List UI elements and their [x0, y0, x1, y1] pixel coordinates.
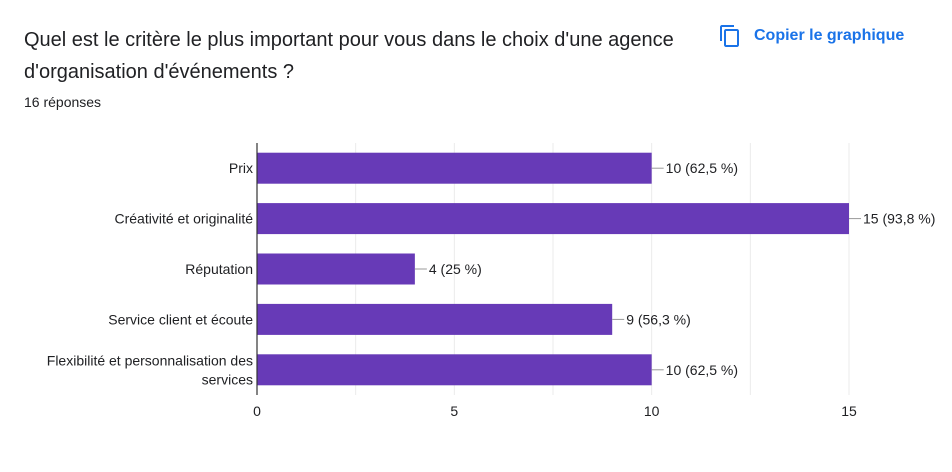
- x-tick-label: 15: [841, 403, 857, 419]
- bar-4: [257, 303, 613, 335]
- bar-chart: 10 (62,5 %) Prix 15 (93,8 %) Créativité et …: [47, 143, 935, 419]
- bar-2: [257, 203, 849, 235]
- category-label: Service client et écoute: [108, 311, 253, 327]
- x-tick-label: 5: [450, 403, 458, 419]
- copy-chart-button[interactable]: Copier le graphique: [712, 16, 916, 56]
- category-label: Réputation: [185, 261, 253, 277]
- category-label: Créativité et originalité: [114, 211, 253, 227]
- response-count: 16 réponses: [24, 94, 102, 110]
- data-label-4: 9 (56,3 %): [626, 311, 691, 327]
- bar-5: [257, 354, 652, 386]
- bar-3: [257, 253, 415, 285]
- x-tick-label: 10: [644, 403, 660, 419]
- category-label: Prix: [229, 160, 253, 176]
- data-label-1: 10 (62,5 %): [666, 160, 738, 176]
- data-label-3: 4 (25 %): [429, 261, 482, 277]
- data-label-2: 15 (93,8 %): [863, 211, 935, 227]
- category-label: Flexibilité et personnalisation des: [47, 352, 253, 368]
- category-label: services: [202, 371, 253, 387]
- bar-1: [257, 152, 652, 184]
- copy-chart-label: Copier le graphique: [754, 27, 905, 44]
- question-title: Quel est le critère le plus important po…: [24, 29, 674, 83]
- x-tick-label: 0: [253, 403, 261, 419]
- data-label-5: 10 (62,5 %): [666, 362, 738, 378]
- copy-icon: [720, 25, 739, 47]
